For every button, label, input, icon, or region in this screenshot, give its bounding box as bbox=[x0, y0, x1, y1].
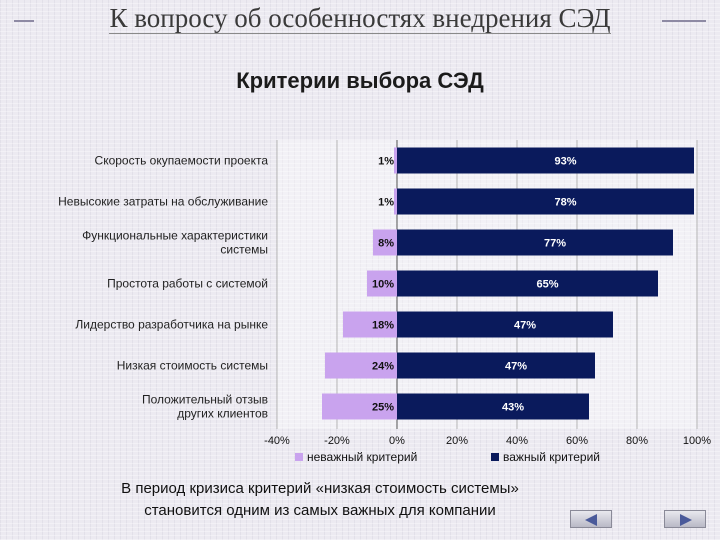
category-label: Положительный отзыв других клиентов bbox=[142, 393, 268, 421]
next-slide-button[interactable] bbox=[664, 510, 706, 528]
bar-unimportant bbox=[373, 229, 397, 256]
legend-label-important: важный критерий bbox=[503, 450, 600, 464]
bar-unimportant bbox=[322, 393, 397, 420]
bar-important bbox=[397, 229, 673, 256]
x-tick-label: -20% bbox=[324, 435, 350, 447]
arrow-left-icon bbox=[585, 514, 597, 526]
caption: В период кризиса критерий «низкая стоимо… bbox=[40, 478, 600, 522]
title-decoration-left bbox=[14, 20, 34, 22]
bar-important bbox=[397, 188, 694, 215]
category-label: Невысокие затраты на обслуживание bbox=[58, 195, 268, 209]
bar-label-unimportant: 24% bbox=[372, 361, 394, 373]
title-decoration-right bbox=[662, 20, 706, 22]
bar-label-important: 78% bbox=[554, 197, 576, 209]
bar-label-important: 47% bbox=[505, 361, 527, 373]
legend-label-unimportant: неважный критерий bbox=[307, 450, 417, 464]
bar-label-important: 65% bbox=[536, 279, 558, 291]
category-label: Функциональные характеристики системы bbox=[82, 229, 268, 257]
slide-title: К вопросу об особенностях внедрения СЭД bbox=[109, 3, 611, 34]
previous-slide-button[interactable] bbox=[570, 510, 612, 528]
category-label: Лидерство разработчика на рынке bbox=[75, 318, 268, 332]
x-tick-label: 60% bbox=[566, 435, 588, 447]
bar-chart: -40% -20% 0% 20% 40% 60% 80% 100% Скорость окупа… bbox=[58, 140, 711, 464]
bar-label-important: 93% bbox=[554, 156, 576, 168]
caption-line-2: становится одним из самых важных для ком… bbox=[144, 502, 496, 519]
bar-unimportant bbox=[343, 311, 397, 338]
bar-unimportant bbox=[367, 270, 397, 297]
x-tick-label: 100% bbox=[683, 435, 711, 447]
arrow-right-icon bbox=[680, 514, 692, 526]
bar-label-unimportant: 18% bbox=[372, 320, 394, 332]
bar-important bbox=[397, 311, 613, 338]
x-tick-label: 80% bbox=[626, 435, 648, 447]
category-label: Низкая стоимость системы bbox=[117, 359, 268, 373]
bar-label-important: 43% bbox=[502, 402, 524, 414]
bar-label-unimportant: 1% bbox=[378, 156, 394, 168]
bar-label-unimportant: 10% bbox=[372, 279, 394, 291]
category-label: Скорость окупаемости проекта bbox=[95, 154, 269, 168]
legend-swatch-unimportant bbox=[295, 453, 303, 461]
bar-label-important: 47% bbox=[514, 320, 536, 332]
bar-unimportant bbox=[394, 188, 397, 215]
bar-label-unimportant: 1% bbox=[378, 197, 394, 209]
bar-unimportant bbox=[394, 147, 397, 174]
x-tick-label: 20% bbox=[446, 435, 468, 447]
bar-important bbox=[397, 147, 694, 174]
x-tick-label: 40% bbox=[506, 435, 528, 447]
bar-unimportant bbox=[325, 352, 397, 379]
chart-title: Критерии выбора СЭД bbox=[236, 68, 484, 93]
category-label: Простота работы с системой bbox=[107, 277, 268, 291]
bar-label-important: 77% bbox=[544, 238, 566, 250]
caption-line-1: В период кризиса критерий «низкая стоимо… bbox=[121, 480, 519, 497]
bar-important bbox=[397, 352, 595, 379]
x-tick-label: -40% bbox=[264, 435, 290, 447]
bar-important bbox=[397, 270, 658, 297]
bar-important bbox=[397, 393, 589, 420]
bar-label-unimportant: 25% bbox=[372, 402, 394, 414]
x-tick-label: 0% bbox=[389, 435, 405, 447]
bar-label-unimportant: 8% bbox=[378, 238, 394, 250]
legend-swatch-important bbox=[491, 453, 499, 461]
